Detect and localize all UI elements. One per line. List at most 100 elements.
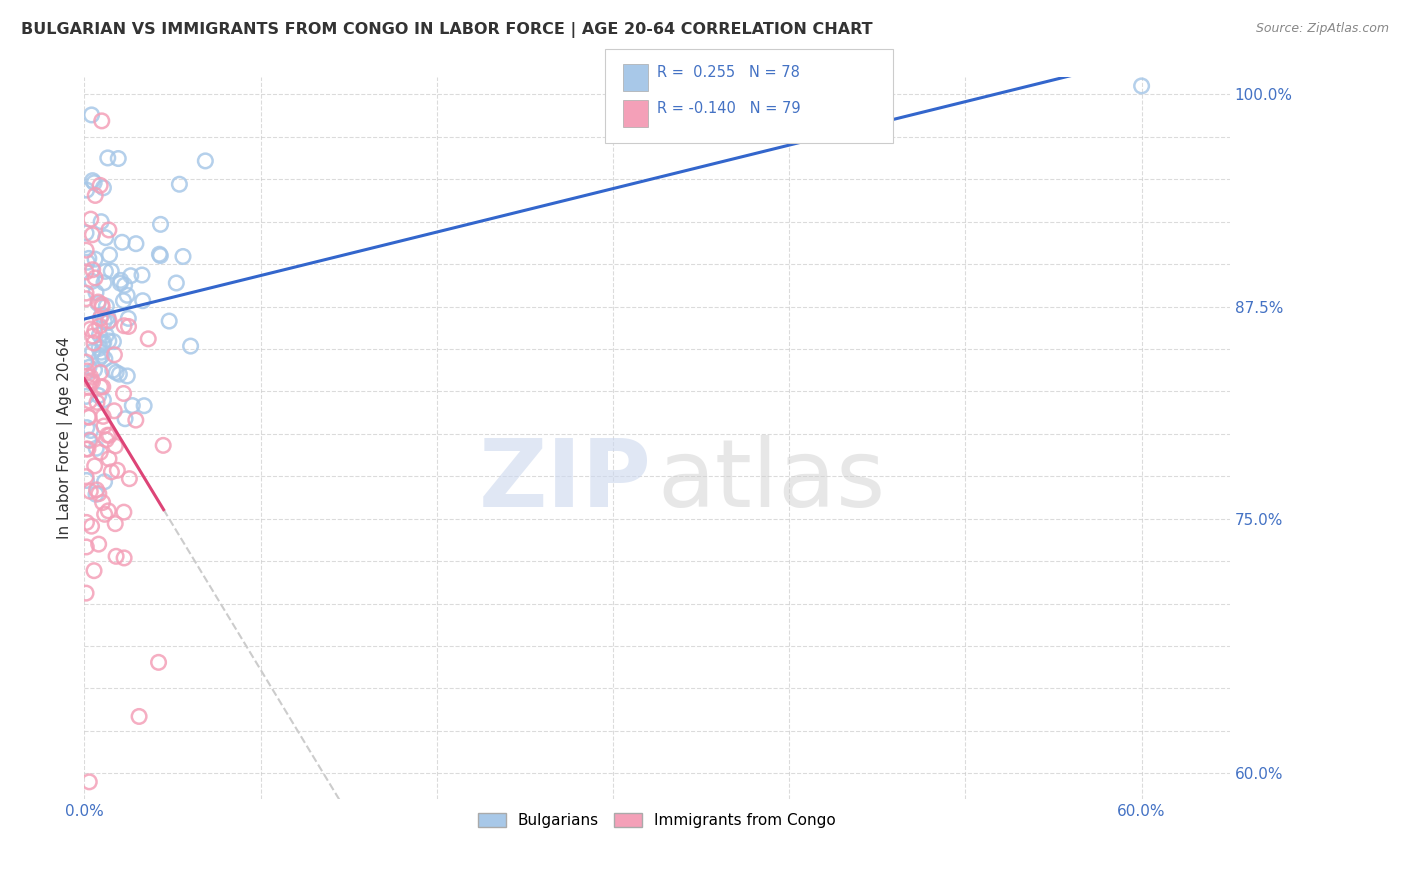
Point [89,445,111,459]
Point [134,399,156,413]
Point [89,178,111,193]
Point [83,363,105,377]
Point [75,442,97,456]
Point [97,316,120,330]
Point [97,334,120,348]
Point [103,334,125,349]
Point [100,465,122,479]
Point [98,428,121,442]
Point [84,188,107,202]
Point [87,341,110,355]
Point [98,451,121,466]
Point [93,419,115,434]
Point [149,218,172,232]
Point [112,505,135,519]
Point [90,349,112,363]
Point [117,311,139,326]
Point [93,475,115,489]
Point [75,243,97,257]
Point [148,656,170,670]
Point [75,586,97,600]
Point [90,297,112,311]
Point [80,374,103,388]
Point [194,153,217,168]
Point [89,311,111,326]
Point [79,424,101,438]
Text: BULGARIAN VS IMMIGRANTS FROM CONGO IN LABOR FORCE | AGE 20-64 CORRELATION CHART: BULGARIAN VS IMMIGRANTS FROM CONGO IN LA… [21,22,873,38]
Point [93,392,115,407]
Point [114,411,136,425]
Point [110,276,132,290]
Point [103,404,125,418]
Point [79,434,101,448]
Point [96,433,118,447]
Point [76,369,98,384]
Text: atlas: atlas [658,435,886,527]
Point [103,348,125,362]
Point [84,252,107,267]
Point [82,174,104,188]
Point [90,380,112,394]
Legend: Bulgarians, Immigrants from Congo: Bulgarians, Immigrants from Congo [472,807,842,835]
Point [97,151,120,165]
Point [90,308,112,322]
Point [108,367,131,381]
Point [77,442,100,456]
Point [82,375,104,389]
Point [96,428,118,442]
Point [107,152,129,166]
Point [83,324,105,338]
Point [94,351,117,366]
Point [112,293,135,308]
Point [98,248,121,262]
Point [131,268,153,282]
Y-axis label: In Labor Force | Age 20-64: In Labor Force | Age 20-64 [58,337,73,540]
Point [90,114,112,128]
Point [84,285,107,300]
Point [75,474,97,488]
Point [93,314,115,328]
Point [87,486,110,500]
Point [75,286,97,301]
Text: ZIP: ZIP [479,435,652,527]
Point [96,328,118,343]
Point [80,212,103,227]
Point [75,265,97,279]
Point [100,264,122,278]
Point [112,318,135,333]
Point [91,409,114,424]
Point [128,709,150,723]
Point [111,235,134,250]
Point [172,250,194,264]
Point [80,370,103,384]
Point [75,469,97,483]
Point [87,296,110,310]
Point [105,366,128,380]
Point [115,288,138,302]
Point [84,487,107,501]
Point [98,314,121,328]
Point [84,271,107,285]
Point [75,292,97,306]
Point [90,345,112,359]
Point [105,549,128,564]
Point [152,438,174,452]
Point [125,236,148,251]
Point [97,310,120,324]
Point [76,255,98,269]
Point [1130,78,1153,93]
Point [77,380,100,394]
Point [80,519,103,533]
Point [82,344,104,359]
Point [180,339,202,353]
Point [91,336,114,351]
Point [77,433,100,447]
Point [77,410,100,425]
Point [112,550,135,565]
Point [93,276,115,290]
Point [75,355,97,369]
Point [93,181,115,195]
Point [87,351,110,366]
Point [89,319,111,334]
Point [117,368,139,383]
